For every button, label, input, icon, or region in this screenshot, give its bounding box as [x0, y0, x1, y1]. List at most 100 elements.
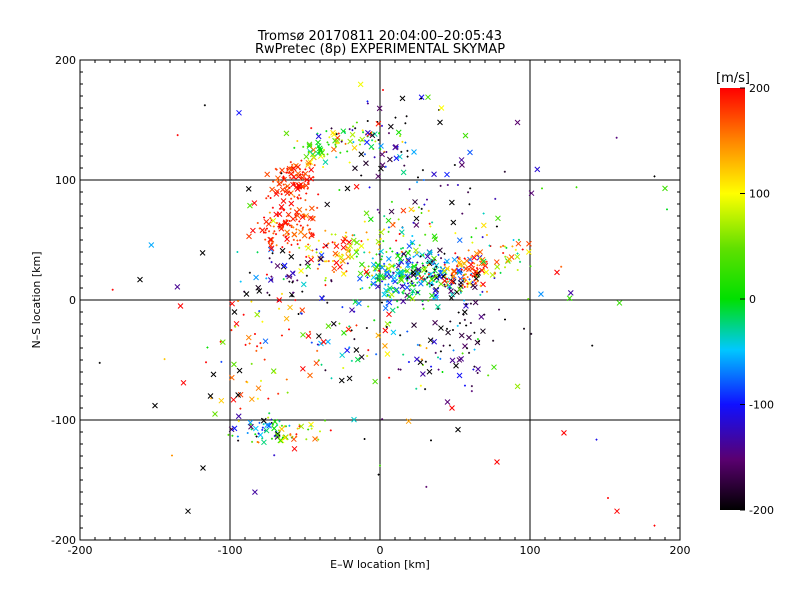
data-point: [352, 165, 358, 172]
data-point: [421, 299, 424, 302]
data-point: [476, 280, 479, 283]
data-point: [404, 284, 410, 291]
data-point: [493, 259, 500, 265]
data-point: [347, 243, 354, 249]
data-point: [357, 275, 363, 282]
data-point: [293, 183, 296, 186]
data-point: [394, 270, 401, 277]
data-point: [473, 279, 476, 282]
data-point: [404, 273, 411, 280]
data-point: [318, 151, 321, 154]
data-point: [387, 283, 390, 286]
data-point: [346, 239, 352, 246]
data-point: [388, 376, 391, 379]
data-point: [339, 151, 342, 154]
data-point: [254, 433, 257, 436]
data-point: [448, 288, 454, 294]
data-point: [422, 254, 425, 257]
data-point: [432, 267, 438, 274]
data-point: [251, 440, 254, 443]
data-point: [370, 283, 373, 286]
data-point: [348, 253, 355, 260]
data-point: [469, 265, 476, 272]
data-point: [361, 287, 364, 290]
data-point: [476, 372, 479, 375]
data-point: [396, 282, 399, 285]
colorbar-ticks: -200 -100 0 100 200: [740, 82, 774, 517]
data-point: [310, 147, 317, 153]
data-point: [473, 331, 476, 334]
data-point: [236, 251, 239, 254]
data-point: [463, 277, 466, 280]
data-point: [422, 264, 425, 267]
data-point: [311, 235, 314, 238]
data-point: [288, 424, 291, 427]
data-point: [478, 314, 485, 320]
data-point: [439, 350, 442, 353]
data-point: [298, 220, 301, 223]
data-point: [254, 311, 261, 318]
data-point: [315, 251, 318, 254]
data-point: [324, 229, 327, 232]
data-point: [365, 326, 368, 329]
data-point: [206, 346, 209, 349]
data-point: [367, 216, 374, 223]
data-point: [417, 206, 420, 209]
data-point: [420, 207, 423, 210]
data-point: [261, 439, 267, 446]
data-point: [281, 262, 288, 269]
plot-frame: [79, 59, 681, 541]
data-point: [464, 273, 467, 276]
data-point: [470, 236, 473, 239]
data-point: [450, 283, 453, 286]
data-point: [378, 248, 381, 251]
data-point: [284, 236, 290, 243]
data-point: [265, 273, 268, 276]
data-point: [334, 233, 337, 236]
data-point: [538, 291, 544, 297]
data-point: [296, 223, 299, 226]
data-point: [480, 260, 487, 267]
data-point: [374, 140, 377, 143]
data-point: [331, 241, 334, 244]
data-point: [367, 265, 370, 268]
data-point: [280, 334, 283, 337]
data-point: [330, 377, 333, 380]
data-point: [480, 328, 486, 335]
data-point: [433, 262, 440, 269]
data-point: [354, 127, 357, 130]
data-point: [462, 132, 469, 139]
data-point: [402, 353, 405, 356]
data-point: [421, 277, 428, 284]
data-point: [290, 165, 297, 172]
data-point: [350, 237, 357, 244]
data-point: [351, 234, 354, 237]
data-point: [389, 247, 392, 250]
data-point: [451, 329, 454, 332]
data-point: [519, 260, 522, 263]
data-point: [316, 206, 319, 209]
data-point: [413, 284, 416, 287]
data-point: [396, 268, 399, 271]
data-point: [386, 299, 393, 306]
data-point: [353, 234, 356, 237]
data-point: [287, 214, 290, 217]
data-point: [408, 206, 415, 213]
data-point: [435, 265, 438, 268]
data-point: [439, 269, 442, 272]
data-point: [341, 253, 344, 256]
data-point: [398, 233, 401, 236]
data-point: [264, 171, 271, 178]
data-point: [448, 344, 451, 347]
data-point: [287, 172, 290, 175]
data-point: [363, 266, 366, 269]
data-point: [383, 215, 386, 218]
data-point: [451, 268, 458, 275]
data-point: [207, 393, 214, 399]
data-point: [400, 207, 407, 214]
data-point: [315, 248, 318, 251]
data-point: [464, 279, 467, 282]
data-point: [653, 524, 656, 527]
data-point: [403, 275, 406, 278]
data-point: [377, 473, 380, 476]
